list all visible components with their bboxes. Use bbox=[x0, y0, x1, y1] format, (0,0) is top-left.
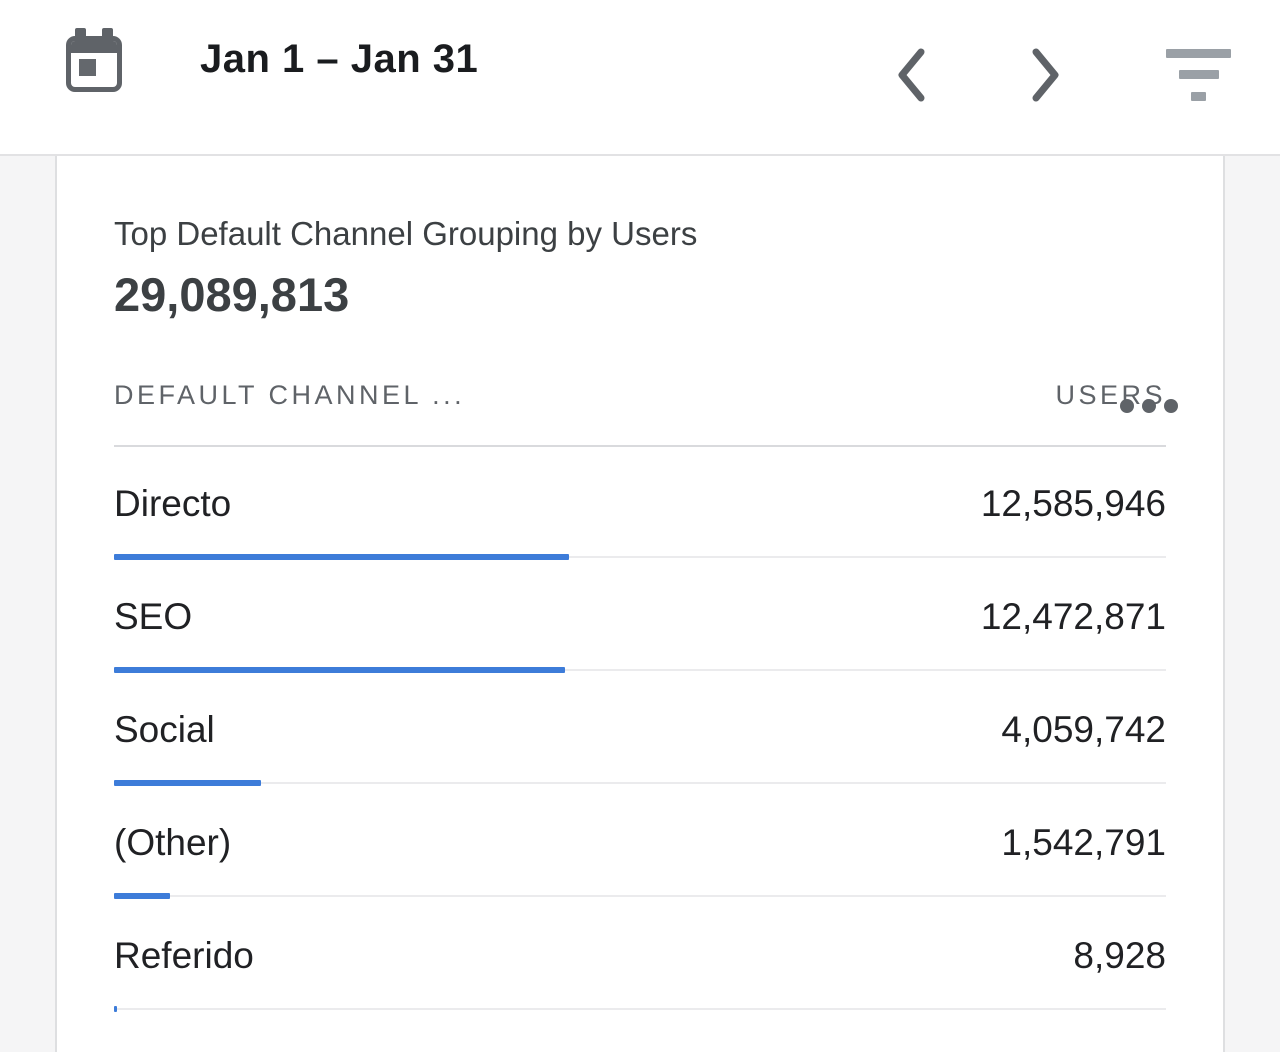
bar-fill bbox=[114, 893, 170, 899]
card-title: Top Default Channel Grouping by Users bbox=[114, 215, 698, 252]
users-value: 1,542,791 bbox=[1001, 822, 1166, 863]
more-options-icon[interactable] bbox=[1120, 399, 1178, 413]
table-row[interactable]: SEO 12,472,871 bbox=[114, 560, 1166, 673]
users-value: 8,928 bbox=[1073, 935, 1166, 976]
table-header-divider bbox=[114, 445, 1166, 447]
total-users-value: 29,089,813 bbox=[114, 268, 350, 321]
channel-name: Social bbox=[114, 709, 215, 750]
bar-fill bbox=[114, 667, 566, 673]
users-bar bbox=[114, 554, 1166, 560]
chevron-right-icon bbox=[1032, 48, 1059, 102]
users-value: 12,472,871 bbox=[980, 596, 1166, 637]
channel-name: Referido bbox=[114, 935, 254, 976]
users-bar bbox=[114, 780, 1166, 786]
table-rows: Directo 12,585,946 SEO 12,472,871 Social… bbox=[114, 447, 1166, 1012]
dimension-column-header[interactable]: DEFAULT CHANNEL ... bbox=[114, 380, 466, 410]
bar-fill bbox=[114, 554, 570, 560]
users-bar bbox=[114, 1006, 1166, 1012]
calendar-icon-body bbox=[66, 36, 122, 92]
users-value: 4,059,742 bbox=[1001, 709, 1166, 750]
channel-name: SEO bbox=[114, 596, 193, 637]
channel-name: Directo bbox=[114, 483, 232, 524]
bar-track bbox=[114, 556, 1166, 558]
bar-fill bbox=[114, 780, 261, 786]
table-row[interactable]: Social 4,059,742 bbox=[114, 673, 1166, 786]
bar-track bbox=[114, 1008, 1166, 1010]
bar-fill bbox=[114, 1006, 117, 1012]
table-row[interactable]: (Other) 1,542,791 bbox=[114, 786, 1166, 899]
table-row[interactable]: Referido 8,928 bbox=[114, 899, 1166, 1012]
table-header-row: DEFAULT CHANNEL ... USERS bbox=[114, 378, 1166, 412]
filter-icon[interactable] bbox=[1166, 49, 1231, 101]
users-bar bbox=[114, 667, 1166, 673]
previous-period-button[interactable] bbox=[893, 44, 929, 106]
calendar-icon[interactable] bbox=[66, 28, 122, 92]
table-row[interactable]: Directo 12,585,946 bbox=[114, 447, 1166, 560]
bar-track bbox=[114, 895, 1166, 897]
date-range-label[interactable]: Jan 1 – Jan 31 bbox=[200, 37, 479, 81]
channel-grouping-card: Top Default Channel Grouping by Users 29… bbox=[55, 156, 1225, 1052]
content-background: Top Default Channel Grouping by Users 29… bbox=[0, 156, 1280, 1052]
app-bar: Jan 1 – Jan 31 bbox=[0, 0, 1280, 156]
users-value: 12,585,946 bbox=[980, 483, 1166, 524]
bar-track bbox=[114, 782, 1166, 784]
bar-track bbox=[114, 669, 1166, 671]
channel-name: (Other) bbox=[114, 822, 232, 863]
next-period-button[interactable] bbox=[1028, 44, 1064, 106]
chevron-left-icon bbox=[898, 48, 925, 102]
users-bar bbox=[114, 893, 1166, 899]
